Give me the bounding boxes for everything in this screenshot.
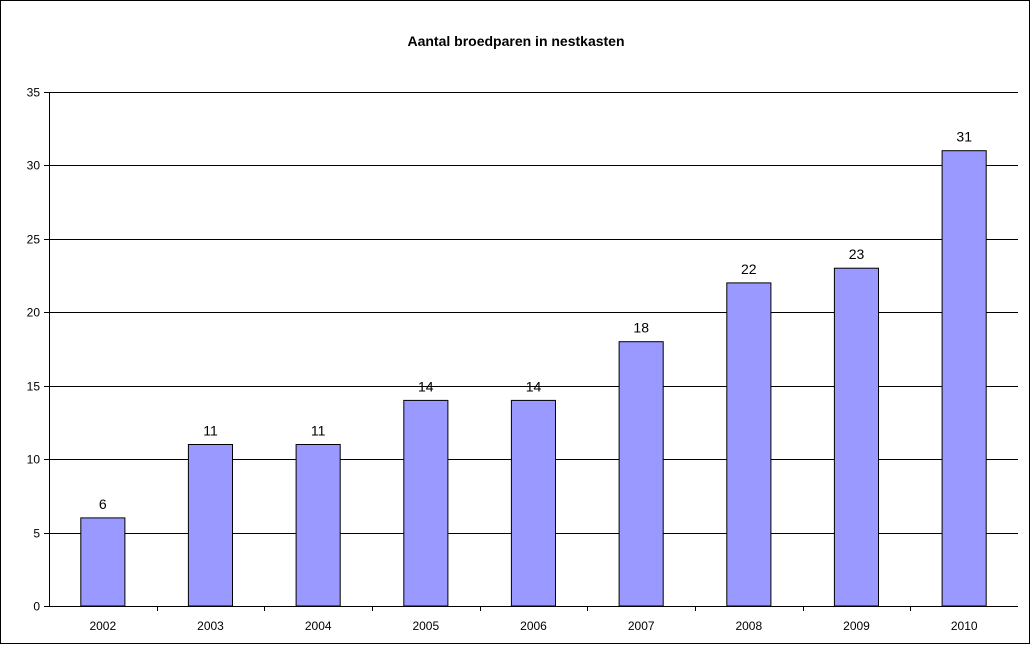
y-tick-label: 5 bbox=[33, 527, 40, 541]
x-tick-label: 2010 bbox=[951, 619, 978, 633]
x-tick-label: 2006 bbox=[520, 619, 547, 633]
x-tick-label: 2007 bbox=[628, 619, 655, 633]
bar-2002 bbox=[80, 517, 126, 607]
bar-2009 bbox=[833, 267, 880, 607]
y-tick-label: 15 bbox=[27, 380, 41, 394]
bar-2008 bbox=[726, 282, 772, 607]
x-tick-label: 2002 bbox=[89, 619, 116, 633]
y-tick-label: 20 bbox=[27, 306, 41, 320]
data-label-2004: 11 bbox=[311, 423, 326, 439]
bar-2005 bbox=[403, 399, 449, 607]
data-label-2003: 11 bbox=[203, 423, 218, 439]
data-label-2006: 14 bbox=[526, 378, 542, 394]
y-tick-label: 25 bbox=[27, 233, 41, 247]
y-tick-label: 30 bbox=[27, 159, 41, 173]
data-label-2010: 31 bbox=[956, 129, 972, 145]
y-tick-label: 35 bbox=[27, 86, 41, 100]
bar-2003 bbox=[187, 444, 233, 607]
x-tick-label: 2004 bbox=[305, 619, 332, 633]
data-label-2002: 6 bbox=[99, 496, 107, 512]
chart-title: Aantal broedparen in nestkasten bbox=[407, 33, 625, 49]
data-label-2008: 22 bbox=[741, 261, 757, 277]
bar-2007 bbox=[618, 341, 664, 607]
y-tick-label: 10 bbox=[27, 453, 41, 467]
data-label-2009: 23 bbox=[849, 246, 865, 262]
bar-2010 bbox=[941, 150, 987, 607]
data-label-2007: 18 bbox=[633, 320, 649, 336]
x-tick-label: 2005 bbox=[412, 619, 439, 633]
y-tick-label: 0 bbox=[33, 600, 40, 614]
bar-2004 bbox=[295, 444, 341, 607]
bar-2006 bbox=[510, 399, 556, 607]
x-tick-label: 2008 bbox=[735, 619, 762, 633]
x-tick-label: 2003 bbox=[197, 619, 224, 633]
x-tick-label: 2009 bbox=[843, 619, 870, 633]
data-label-2005: 14 bbox=[418, 378, 434, 394]
